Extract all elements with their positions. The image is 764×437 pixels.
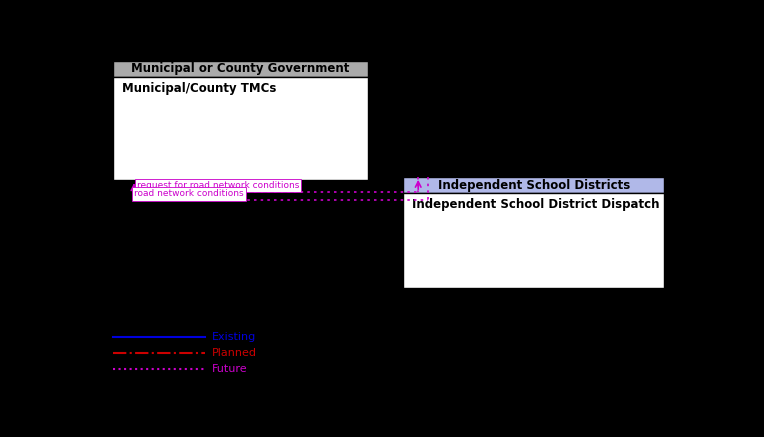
FancyBboxPatch shape: [113, 77, 368, 180]
Text: road network conditions: road network conditions: [134, 190, 244, 198]
Text: Future: Future: [212, 364, 248, 374]
Text: Municipal or County Government: Municipal or County Government: [131, 62, 350, 76]
Text: Municipal/County TMCs: Municipal/County TMCs: [122, 82, 277, 95]
FancyBboxPatch shape: [403, 193, 664, 288]
Text: Planned: Planned: [212, 348, 257, 358]
FancyBboxPatch shape: [403, 177, 664, 193]
Text: Existing: Existing: [212, 332, 257, 342]
FancyBboxPatch shape: [113, 61, 368, 77]
Text: Independent School Districts: Independent School Districts: [438, 179, 630, 191]
Text: Independent School District Dispatch: Independent School District Dispatch: [413, 198, 660, 211]
Text: request for road network conditions: request for road network conditions: [137, 181, 299, 190]
